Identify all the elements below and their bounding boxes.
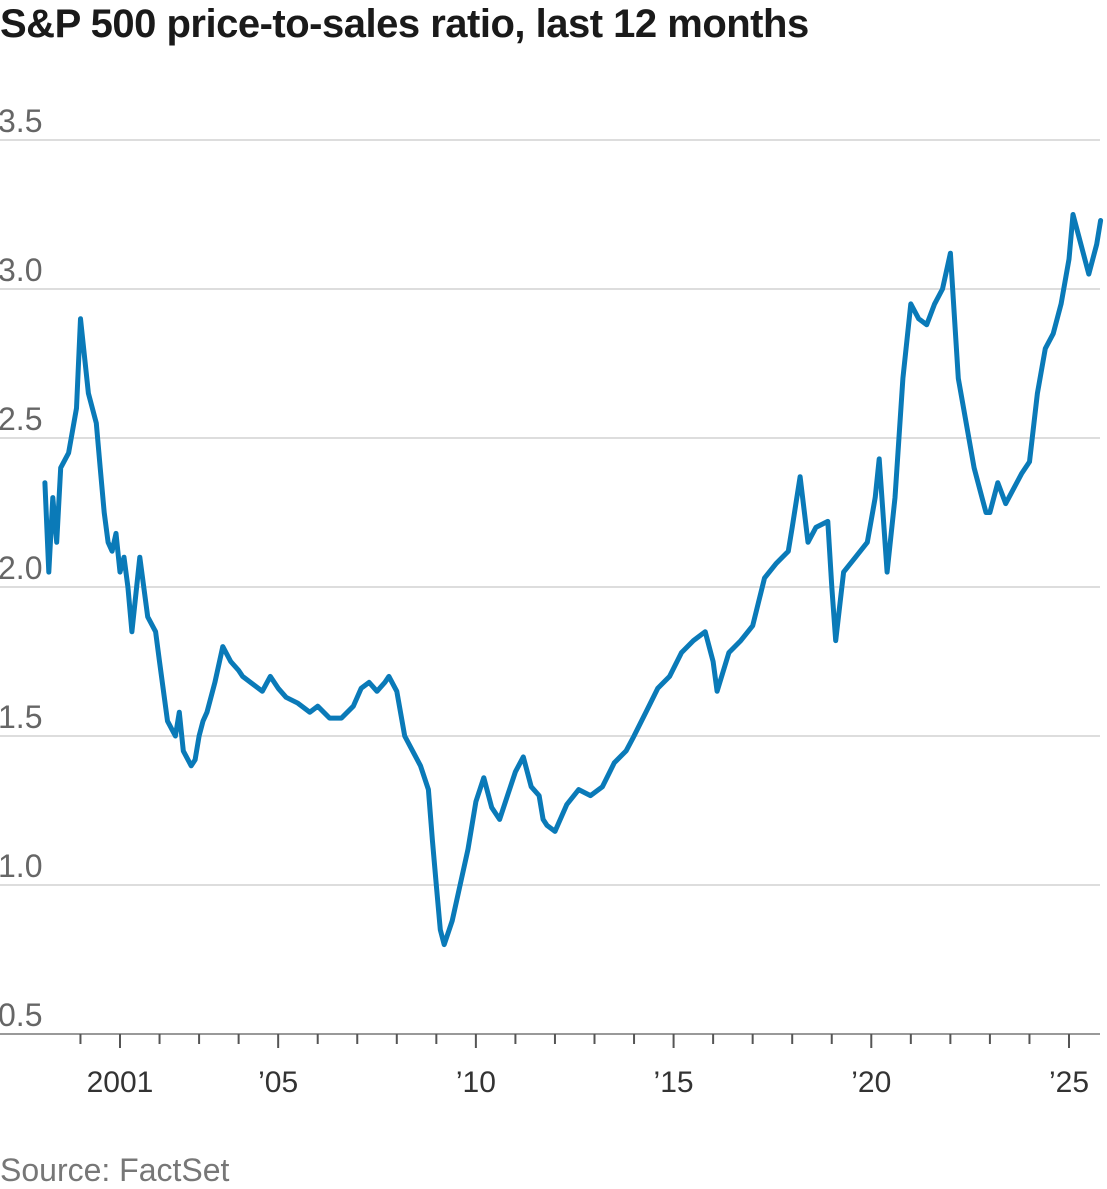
chart-title: S&P 500 price-to-sales ratio, last 12 mo… xyxy=(0,2,809,46)
series-line-0 xyxy=(42,212,1104,948)
y-tick-label: 1.0 xyxy=(0,848,42,884)
series-layer xyxy=(42,212,1104,948)
x-tick-label: ’05 xyxy=(258,1066,298,1099)
x-tick-label: ’10 xyxy=(456,1066,496,1099)
gridlines xyxy=(0,139,1100,1035)
y-tick-label: 3.5 xyxy=(0,103,42,139)
x-tick-label: ’25 xyxy=(1049,1066,1089,1099)
y-tick-label: 0.5 xyxy=(0,997,42,1033)
x-tick-label: ’15 xyxy=(654,1066,694,1099)
y-tick-label: 2.0 xyxy=(0,550,42,586)
y-tick-label: 2.5 xyxy=(0,401,42,437)
source-note: Source: FactSet xyxy=(0,1152,230,1188)
y-axis-ticks: 0.5 1.0 1.5 2.0 2.5 3.0 3.5 xyxy=(0,103,42,1033)
y-tick-label: 1.5 xyxy=(0,699,42,735)
x-tick-label: 2001 xyxy=(87,1066,154,1099)
y-tick-label: 3.0 xyxy=(0,252,42,288)
x-axis: 2001 ’05 ’10 ’15 ’20 ’25 xyxy=(79,1034,1089,1099)
x-tick-label: ’20 xyxy=(851,1066,891,1099)
